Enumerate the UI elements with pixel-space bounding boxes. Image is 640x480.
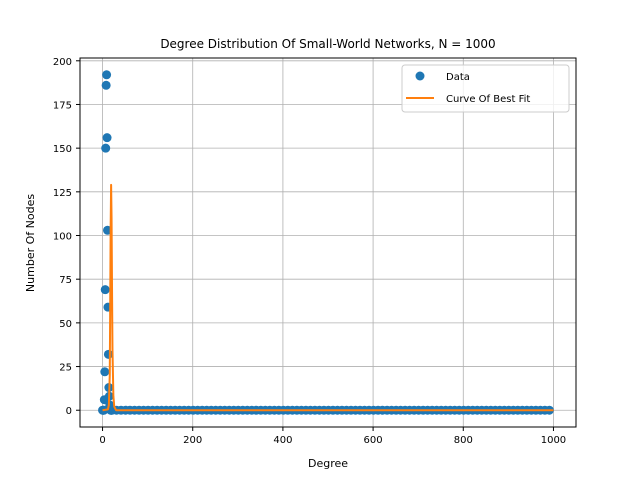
data-point bbox=[100, 367, 110, 377]
y-tick-label: 150 bbox=[53, 144, 72, 155]
y-tick-label: 200 bbox=[53, 57, 72, 68]
legend-box bbox=[401, 64, 570, 113]
y-axis-title: Number Of Nodes bbox=[24, 194, 37, 292]
y-tick-label: 25 bbox=[59, 363, 72, 374]
x-axis-title: Degree bbox=[308, 457, 348, 470]
legend-label-data: Data bbox=[446, 72, 470, 83]
legend: Data Curve Of Best Fit bbox=[401, 64, 570, 113]
x-tick-label: 800 bbox=[454, 435, 473, 446]
x-tick-label: 0 bbox=[99, 435, 105, 446]
legend-label-fit: Curve Of Best Fit bbox=[446, 94, 530, 105]
y-tick-label: 125 bbox=[53, 188, 72, 199]
y-tick-label: 50 bbox=[59, 319, 72, 330]
chart-title: Degree Distribution Of Small-World Netwo… bbox=[160, 37, 495, 51]
data-point bbox=[102, 70, 112, 80]
data-point bbox=[100, 285, 110, 295]
axes: 0 200 400 600 800 1000 0 25 50 75 100 125 150 175 200 bbox=[53, 57, 577, 446]
y-tick-label: 100 bbox=[53, 232, 72, 243]
x-tick-label: 600 bbox=[364, 435, 383, 446]
y-tick-label: 0 bbox=[66, 406, 72, 417]
data-point bbox=[102, 133, 112, 143]
y-tick-label: 175 bbox=[53, 100, 72, 111]
x-tick-label: 400 bbox=[273, 435, 292, 446]
y-tick-label: 75 bbox=[59, 275, 72, 286]
best-fit-line bbox=[102, 183, 554, 412]
x-tick-label: 200 bbox=[183, 435, 202, 446]
data-point bbox=[101, 143, 111, 153]
x-tick-label: 1000 bbox=[541, 435, 566, 446]
legend-marker-data bbox=[415, 71, 425, 81]
axes-frame bbox=[79, 57, 577, 428]
grid bbox=[80, 58, 576, 427]
data-point bbox=[101, 80, 111, 90]
plot-area bbox=[98, 70, 554, 415]
